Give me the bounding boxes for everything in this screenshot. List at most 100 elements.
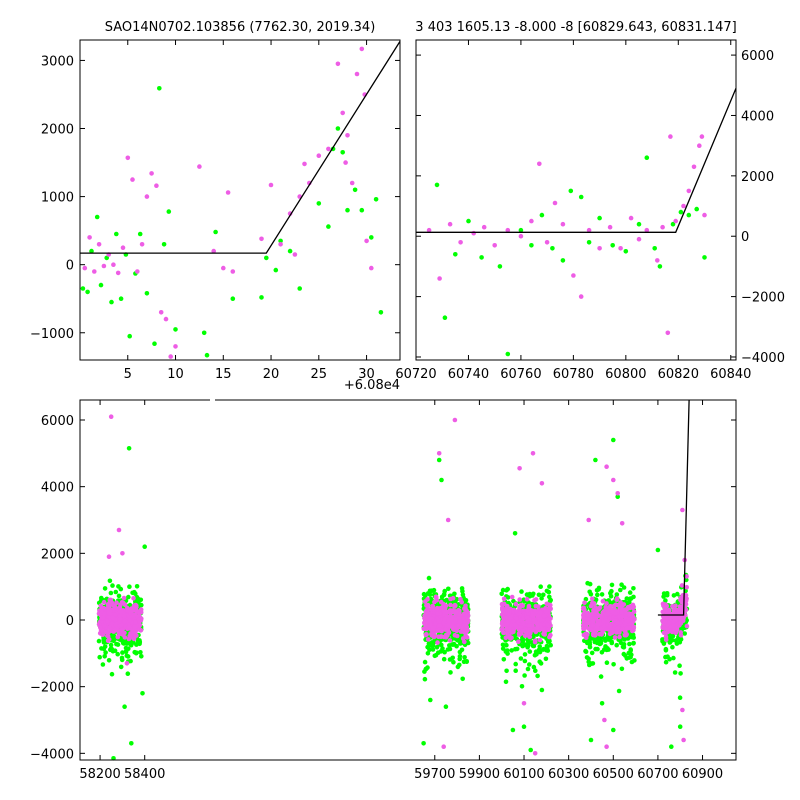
magenta-cluster-point — [425, 602, 431, 608]
green-cluster-point — [544, 644, 550, 650]
magenta-cluster-point — [115, 634, 121, 640]
green-cluster-point — [127, 584, 132, 589]
green-point — [677, 724, 683, 729]
magenta-cluster-point — [670, 624, 675, 629]
magenta-cluster-point — [584, 632, 590, 638]
green-cluster-point — [99, 595, 104, 601]
magenta-point — [686, 188, 692, 194]
magenta-cluster-point — [117, 609, 123, 615]
magenta-cluster-point — [464, 628, 470, 633]
green-cluster-point — [608, 594, 614, 599]
green-point — [104, 255, 109, 261]
magenta-point — [699, 134, 705, 139]
magenta-cluster-point — [624, 625, 629, 631]
green-cluster-point — [96, 638, 102, 644]
magenta-cluster-point — [105, 638, 111, 644]
magenta-point — [278, 242, 283, 247]
y-tick-label: 2000 — [741, 170, 774, 185]
x-tick-label: 60500 — [593, 767, 634, 782]
x-tick-label: 60740 — [448, 367, 489, 382]
green-point — [593, 457, 598, 463]
green-point — [568, 188, 574, 194]
green-point — [652, 246, 657, 251]
green-cluster-point — [525, 644, 530, 650]
green-cluster-point — [670, 644, 675, 650]
magenta-point — [697, 143, 702, 148]
green-point — [352, 187, 358, 193]
x-tick-label: 60100 — [503, 767, 544, 782]
magenta-cluster-point — [612, 635, 618, 640]
magenta-point — [441, 744, 447, 749]
green-cluster-point — [431, 587, 437, 593]
magenta-cluster-point — [525, 608, 531, 613]
green-cluster-point — [116, 593, 122, 599]
green-point — [518, 227, 524, 233]
top-left-marks — [80, 41, 401, 359]
green-cluster-point — [425, 665, 430, 670]
green-cluster-point — [597, 641, 603, 647]
green-cluster-point — [537, 649, 543, 655]
green-cluster-point — [441, 592, 447, 598]
green-cluster-point — [462, 655, 467, 660]
magenta-cluster-point — [503, 615, 509, 621]
green-cluster-point — [537, 644, 542, 649]
green-cluster-point — [455, 638, 461, 643]
magenta-cluster-point — [581, 632, 587, 638]
magenta-point — [611, 477, 616, 483]
magenta-cluster-point — [435, 605, 440, 611]
magenta-cluster-point — [510, 619, 516, 624]
green-cluster-point — [430, 647, 436, 652]
green-point — [428, 697, 433, 703]
green-cluster-point — [677, 695, 683, 700]
magenta-cluster-point — [625, 618, 631, 624]
green-cluster-point — [100, 662, 106, 667]
top-right-panel: 3 403 1605.13 -8.000 -8 [60829.643, 6083… — [395, 20, 785, 382]
magenta-cluster-point — [428, 622, 434, 628]
magenta-cluster-point — [127, 618, 132, 623]
magenta-cluster-point — [457, 615, 463, 621]
green-cluster-point — [427, 592, 433, 597]
magenta-cluster-point — [137, 617, 142, 623]
green-cluster-point — [621, 651, 627, 657]
magenta-cluster-point — [525, 618, 531, 624]
magenta-point — [681, 203, 686, 209]
top-left-title: SAO14N0702.103856 (7762.30, 2019.34) — [105, 20, 376, 35]
magenta-cluster-point — [619, 609, 624, 615]
green-cluster-point — [526, 638, 531, 644]
magenta-cluster-point — [432, 599, 437, 605]
green-cluster-point — [134, 594, 140, 600]
green-point — [442, 315, 448, 321]
green-point — [359, 207, 365, 213]
green-cluster-point — [463, 598, 469, 603]
green-cluster-point — [519, 589, 524, 594]
green-cluster-point — [524, 592, 530, 597]
green-cluster-point — [667, 656, 672, 662]
magenta-cluster-point — [112, 627, 118, 633]
magenta-point — [517, 466, 522, 471]
green-point — [421, 741, 426, 746]
magenta-cluster-point — [533, 629, 539, 635]
magenta-cluster-point — [101, 599, 107, 605]
green-cluster-point — [522, 673, 527, 678]
magenta-point — [655, 258, 660, 263]
magenta-cluster-point — [678, 616, 684, 622]
magenta-cluster-point — [138, 628, 144, 633]
green-point — [636, 221, 642, 227]
green-cluster-point — [451, 659, 456, 665]
magenta-cluster-point — [610, 609, 616, 615]
magenta-cluster-point — [679, 583, 685, 588]
green-point — [539, 687, 545, 693]
x-tick-label: 60700 — [637, 767, 678, 782]
magenta-cluster-point — [512, 622, 518, 628]
magenta-point — [680, 707, 685, 713]
magenta-point — [505, 227, 511, 233]
x-tick-label: 60820 — [658, 367, 699, 382]
green-cluster-point — [99, 646, 104, 651]
top-right-axes-frame — [415, 39, 737, 361]
green-point — [144, 291, 150, 296]
green-cluster-point — [682, 631, 687, 636]
magenta-cluster-point — [453, 617, 458, 623]
magenta-point — [458, 240, 463, 245]
magenta-cluster-point — [533, 603, 539, 609]
magenta-cluster-point — [544, 601, 550, 607]
